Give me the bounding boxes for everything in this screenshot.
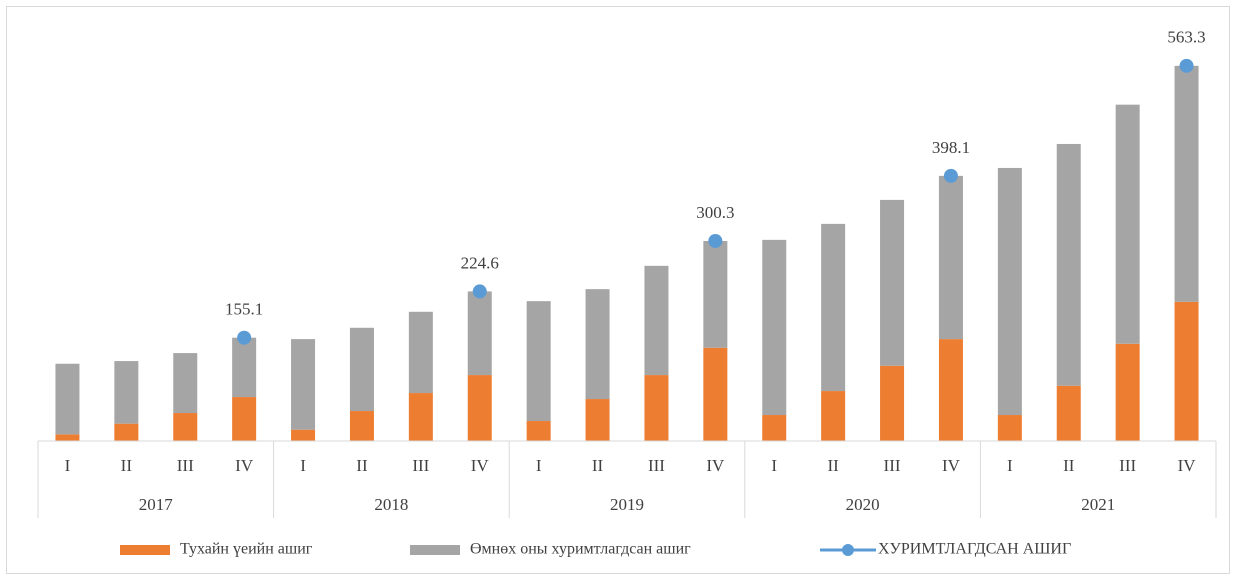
bar-segment — [762, 239, 787, 416]
bar-segment — [938, 339, 963, 441]
line-marker — [708, 234, 723, 249]
data-label: 300.3 — [696, 203, 734, 222]
x-tick-label: III — [884, 456, 901, 475]
bar-segment — [644, 375, 669, 441]
line-marker — [1179, 58, 1194, 73]
x-tick-label: II — [121, 456, 133, 475]
group-label: 2021 — [1081, 495, 1115, 514]
bar-segment — [55, 434, 80, 441]
bar-segment — [408, 311, 433, 394]
bar-segment — [467, 375, 492, 441]
group-label: 2019 — [610, 495, 644, 514]
bar-segment — [232, 397, 257, 441]
legend-label: Өмнөх оны хуримтлагдсан ашиг — [470, 541, 691, 558]
bar-segment — [585, 289, 610, 400]
legend-swatch — [120, 545, 170, 555]
x-tick-label: II — [592, 456, 604, 475]
bar-segment — [880, 199, 905, 366]
bar-segment — [585, 399, 610, 441]
bar-segment — [349, 411, 374, 441]
x-tick-label: III — [1119, 456, 1136, 475]
bar-segment — [1115, 343, 1140, 441]
line-marker — [943, 168, 958, 183]
bar-segment — [997, 167, 1022, 416]
group-label: 2018 — [374, 495, 408, 514]
chart-border — [6, 6, 1230, 574]
x-tick-label: I — [771, 456, 777, 475]
x-tick-label: II — [827, 456, 839, 475]
line-marker — [237, 330, 252, 345]
x-tick-label: IV — [471, 456, 490, 475]
bar-segment — [762, 415, 787, 441]
x-tick-label: III — [177, 456, 194, 475]
bar-segment — [821, 391, 846, 441]
bar-segment — [1174, 65, 1199, 302]
legend-swatch — [410, 545, 460, 555]
bar-segment — [1056, 143, 1081, 386]
bar-segment — [938, 175, 963, 340]
bar-segment — [173, 413, 198, 441]
data-label: 155.1 — [225, 300, 263, 319]
legend-label: ХУРИМТЛАГДСАН АШИГ — [878, 541, 1071, 558]
bar-segment — [55, 363, 80, 435]
bar-segment — [997, 415, 1022, 441]
bar-segment — [703, 347, 728, 441]
x-tick-label: III — [412, 456, 429, 475]
bar-segment — [644, 265, 669, 376]
data-label: 224.6 — [461, 253, 499, 272]
bar-segment — [349, 327, 374, 412]
bar-segment — [703, 241, 728, 348]
bar-segment — [291, 429, 316, 441]
bar-segment — [1056, 385, 1081, 441]
x-tick-label: III — [648, 456, 665, 475]
bar-segment — [880, 365, 905, 441]
x-tick-label: I — [65, 456, 71, 475]
x-tick-label: I — [1007, 456, 1013, 475]
group-label: 2020 — [846, 495, 880, 514]
x-tick-label: I — [536, 456, 542, 475]
bar-segment — [467, 291, 492, 376]
bar-segment — [408, 393, 433, 441]
bar-segment — [1115, 104, 1140, 344]
bar-segment — [114, 423, 139, 441]
x-tick-label: IV — [706, 456, 725, 475]
line-marker — [472, 284, 487, 299]
bar-segment — [526, 421, 551, 441]
legend-label: Тухайн үеийн ашиг — [180, 541, 313, 558]
bar-segment — [173, 353, 198, 414]
bar-segment — [821, 223, 846, 392]
x-tick-label: IV — [1178, 456, 1197, 475]
bar-segment — [1174, 301, 1199, 441]
x-tick-label: IV — [235, 456, 254, 475]
x-tick-label: II — [1063, 456, 1075, 475]
x-tick-label: IV — [942, 456, 961, 475]
legend-marker — [842, 544, 854, 556]
bar-segment — [526, 301, 551, 422]
bar-segment — [232, 337, 257, 398]
data-label: 563.3 — [1167, 28, 1205, 47]
data-label: 398.1 — [932, 138, 970, 157]
bar-segment — [291, 339, 316, 430]
x-tick-label: I — [300, 456, 306, 475]
group-label: 2017 — [139, 495, 174, 514]
x-tick-label: II — [356, 456, 368, 475]
bar-segment — [114, 361, 139, 424]
